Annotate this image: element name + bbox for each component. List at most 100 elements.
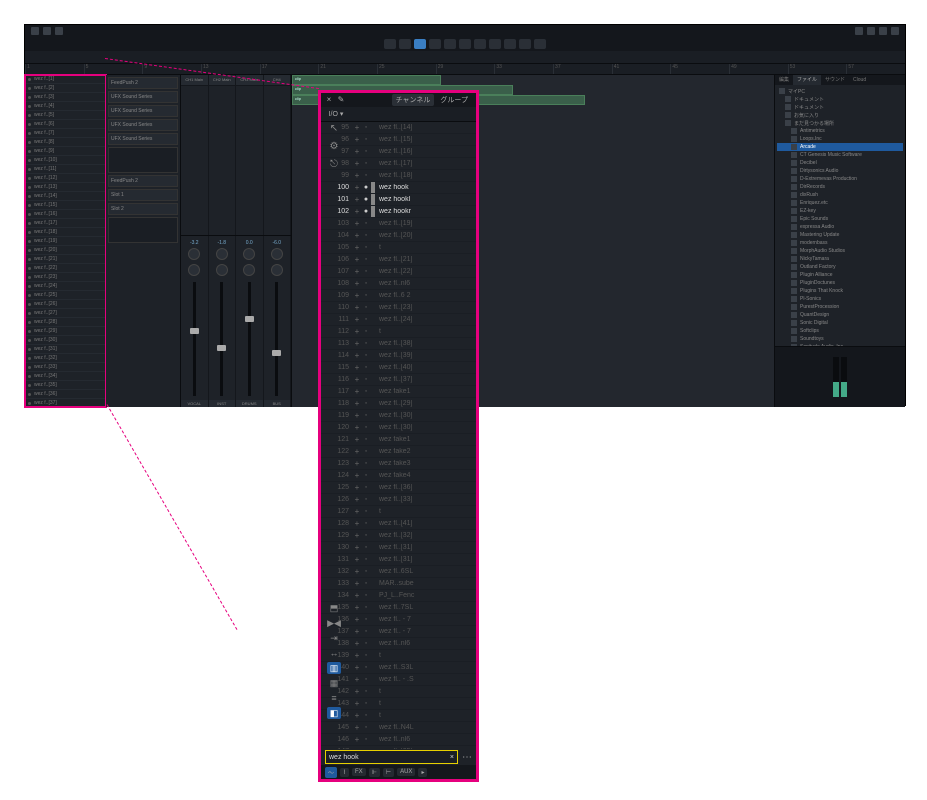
footer-button[interactable]: FX: [352, 768, 366, 776]
track-row[interactable]: wez f..[32]: [25, 354, 105, 363]
track-row[interactable]: wez f..[25]: [25, 291, 105, 300]
track-row[interactable]: wez f..[27]: [25, 309, 105, 318]
channel-row[interactable]: 102+●wez hookr: [321, 206, 476, 218]
browser-item[interactable]: MorphAudio Studios: [777, 247, 903, 255]
channel-row[interactable]: 103+◦wez fl..[19]: [321, 218, 476, 230]
channel-row[interactable]: 104+◦wez fl..[20]: [321, 230, 476, 242]
track-row[interactable]: wez f..[23]: [25, 273, 105, 282]
tab-channel[interactable]: チャンネル: [392, 94, 435, 106]
transport-button[interactable]: [414, 39, 426, 49]
channel-row[interactable]: 134+◦PJ_L..Fenc: [321, 590, 476, 602]
track-row[interactable]: wez f..[14]: [25, 192, 105, 201]
side-icon[interactable]: ⎋: [328, 159, 340, 171]
browser-item[interactable]: Mastering Update: [777, 231, 903, 239]
browser-item[interactable]: Dirtysonics Audio: [777, 167, 903, 175]
view-icon[interactable]: ⇥: [327, 632, 341, 644]
track-row[interactable]: wez f..[20]: [25, 246, 105, 255]
track-row[interactable]: wez f..[18]: [25, 228, 105, 237]
footer-button[interactable]: 〜: [325, 767, 337, 778]
channel-row[interactable]: 124+◦wez fake4: [321, 470, 476, 482]
browser-item[interactable]: PurestProcession: [777, 303, 903, 311]
track-row[interactable]: wez f..[28]: [25, 318, 105, 327]
browser-item[interactable]: ドキュメント: [777, 103, 903, 111]
track-row[interactable]: wez f..[4]: [25, 102, 105, 111]
close-icon[interactable]: ×: [325, 96, 333, 104]
mixer-strip[interactable]: 0.0DRUMS: [236, 236, 264, 407]
track-row[interactable]: wez f..[3]: [25, 93, 105, 102]
transport-button[interactable]: [519, 39, 531, 49]
channel-row[interactable]: 95+◦wez fl..[14]: [321, 122, 476, 134]
channel-row[interactable]: 126+◦wez fl..[33]: [321, 494, 476, 506]
browser-item[interactable]: D-Extremevas Production: [777, 175, 903, 183]
track-row[interactable]: wez f..[31]: [25, 345, 105, 354]
browser-item[interactable]: ドキュメント: [777, 95, 903, 103]
browser-item[interactable]: dixRush: [777, 191, 903, 199]
view-icon[interactable]: ⬒: [327, 602, 341, 614]
track-row[interactable]: wez f..[2]: [25, 84, 105, 93]
channel-row[interactable]: 111+◦wez fl..[24]: [321, 314, 476, 326]
channel-row[interactable]: 115+◦wez fl..[40]: [321, 362, 476, 374]
channel-row[interactable]: 122+◦wez fake2: [321, 446, 476, 458]
browser-item[interactable]: Outland Factory: [777, 263, 903, 271]
browser-tab[interactable]: 編集: [775, 75, 793, 85]
mixer-strip[interactable]: -6.0BUS: [264, 236, 292, 407]
track-row[interactable]: wez f..[5]: [25, 111, 105, 120]
track-row[interactable]: wez f..[34]: [25, 372, 105, 381]
inspector-send[interactable]: UFX Sound Series: [108, 133, 178, 145]
browser-tree[interactable]: マイPCドキュメントドキュメントお気に入りまだ見つかる場所Antimetrics…: [775, 85, 905, 346]
channel-row[interactable]: 118+◦wez fl..[29]: [321, 398, 476, 410]
transport-button[interactable]: [474, 39, 486, 49]
channel-row[interactable]: 136+◦wez fl.. - 7: [321, 614, 476, 626]
channel-row[interactable]: 146+◦wez fl..nl6: [321, 734, 476, 746]
io-label[interactable]: I/O▾: [321, 107, 351, 121]
browser-item[interactable]: modernbass: [777, 239, 903, 247]
view-icon[interactable]: ▥: [327, 662, 341, 674]
track-row[interactable]: wez f..[12]: [25, 174, 105, 183]
channel-row[interactable]: 128+◦wez fl..[41]: [321, 518, 476, 530]
browser-item[interactable]: PluginDoctunes: [777, 279, 903, 287]
channel-row[interactable]: 114+◦wez fl..[39]: [321, 350, 476, 362]
channel-row[interactable]: 109+◦wez fl..6 2: [321, 290, 476, 302]
channel-row[interactable]: 145+◦wez fl..N4L: [321, 722, 476, 734]
track-list-panel[interactable]: wez f..[1]wez f..[2]wez f..[3]wez f..[4]…: [25, 75, 106, 407]
track-row[interactable]: wez f..[30]: [25, 336, 105, 345]
more-icon[interactable]: ⋯: [462, 752, 472, 763]
browser-item[interactable]: Antimetrics: [777, 127, 903, 135]
channel-row[interactable]: 141+◦wez fl.. - .S: [321, 674, 476, 686]
side-icon[interactable]: ⚙: [328, 141, 340, 153]
transport-button[interactable]: [504, 39, 516, 49]
browser-item[interactable]: expressa Audio: [777, 223, 903, 231]
channel-row[interactable]: 113+◦wez fl..[38]: [321, 338, 476, 350]
side-icon[interactable]: ↖: [328, 123, 340, 135]
track-row[interactable]: wez f..[6]: [25, 120, 105, 129]
browser-item[interactable]: Sonic Digital: [777, 319, 903, 327]
browser-item[interactable]: NickyTamara: [777, 255, 903, 263]
browser-item[interactable]: Soundtoys: [777, 335, 903, 343]
browser-item[interactable]: Enriquez.etc: [777, 199, 903, 207]
channel-row[interactable]: 110+◦wez fl..[23]: [321, 302, 476, 314]
channel-row[interactable]: 139+◦t: [321, 650, 476, 662]
track-row[interactable]: wez f..[16]: [25, 210, 105, 219]
browser-item[interactable]: QuantDesign: [777, 311, 903, 319]
channel-row[interactable]: 143+◦t: [321, 698, 476, 710]
channel-row[interactable]: 131+◦wez fl..[31]: [321, 554, 476, 566]
track-row[interactable]: wez f..[1]: [25, 75, 105, 84]
transport-button[interactable]: [489, 39, 501, 49]
channel-row[interactable]: 140+◦wez fl..S3L: [321, 662, 476, 674]
transport-button[interactable]: [384, 39, 396, 49]
track-row[interactable]: wez f..[26]: [25, 300, 105, 309]
channel-row[interactable]: 107+◦wez fl..[22]: [321, 266, 476, 278]
track-row[interactable]: wez f..[36]: [25, 390, 105, 399]
browser-item[interactable]: Epic Sounds: [777, 215, 903, 223]
browser-item[interactable]: お気に入り: [777, 111, 903, 119]
footer-button[interactable]: ⊢: [383, 768, 394, 777]
channel-row[interactable]: 135+◦wez fl..7SL: [321, 602, 476, 614]
view-icon[interactable]: ▦: [327, 677, 341, 689]
footer-button[interactable]: ▸: [418, 768, 427, 777]
channel-row[interactable]: 101+●wez hookl: [321, 194, 476, 206]
transport-button[interactable]: [459, 39, 471, 49]
browser-item[interactable]: Loops.Inc: [777, 135, 903, 143]
view-icon[interactable]: ▶◀: [327, 617, 341, 629]
browser-item[interactable]: Pl-Sonics: [777, 295, 903, 303]
inspector-slot[interactable]: Slot 2: [108, 203, 178, 215]
